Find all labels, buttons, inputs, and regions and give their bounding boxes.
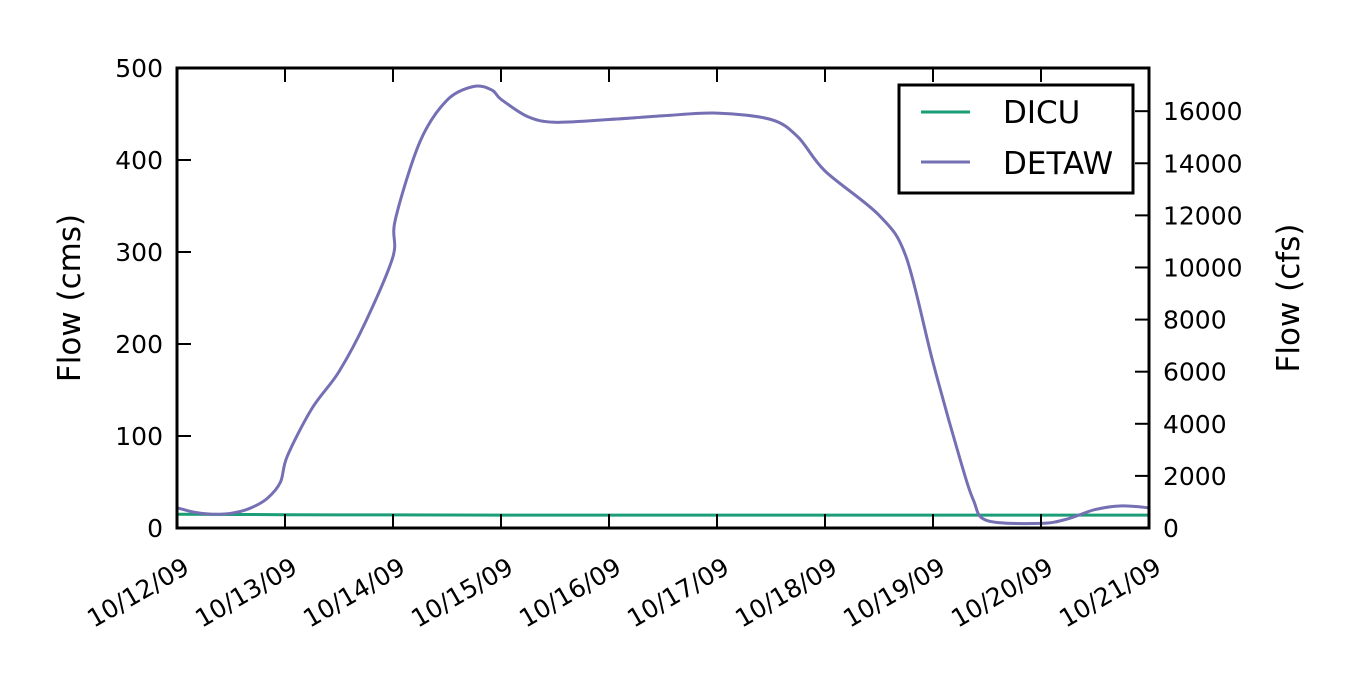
left-axis-title: Flow (cms) [52, 214, 88, 382]
left-tick-label: 400 [115, 146, 163, 175]
left-y-axis: 0 100 200 300 400 500 [115, 54, 191, 543]
right-tick-label: 14000 [1163, 149, 1243, 178]
x-tick-label: 10/20/09 [946, 552, 1058, 633]
legend: DICU DETAW [897, 83, 1135, 195]
left-tick-label: 0 [147, 514, 163, 543]
plot-area [175, 66, 1151, 530]
plot-frame [175, 66, 1151, 530]
x-tick-label: 10/14/09 [298, 552, 410, 633]
x-tick-label: 10/17/09 [622, 552, 734, 633]
x-tick-label: 10/12/09 [82, 552, 194, 633]
right-tick-label: 12000 [1163, 201, 1243, 230]
right-tick-label: 16000 [1163, 97, 1243, 126]
x-tick-label: 10/16/09 [514, 552, 626, 633]
right-tick-label: 6000 [1163, 358, 1227, 387]
right-tick-label: 8000 [1163, 306, 1227, 335]
left-tick-label: 500 [115, 54, 163, 83]
left-tick-label: 100 [115, 422, 163, 451]
left-tick-label: 300 [115, 238, 163, 267]
series-line-detaw [177, 84, 1149, 526]
x-tick-label: 10/15/09 [406, 552, 518, 633]
right-tick-label: 2000 [1163, 462, 1227, 491]
legend-box [897, 83, 1135, 195]
right-tick-label: 0 [1163, 514, 1179, 543]
left-tick-label: 200 [115, 330, 163, 359]
series-line-dicu [177, 512, 1149, 517]
right-axis-title: Flow (cfs) [1271, 224, 1307, 373]
x-tick-label: 10/18/09 [730, 552, 842, 633]
right-y-axis: 0 2000 4000 6000 8000 10000 12000 14000 16000 [1135, 97, 1243, 543]
right-tick-label: 10000 [1163, 253, 1243, 282]
x-tick-label: 10/13/09 [190, 552, 302, 633]
right-tick-label: 4000 [1163, 410, 1227, 439]
legend-label-dicu: DICU [1003, 95, 1080, 131]
x-tick-label: 10/19/09 [838, 552, 950, 633]
legend-label-detaw: DETAW [1003, 146, 1113, 182]
x-tick-label: 10/21/09 [1054, 552, 1166, 633]
